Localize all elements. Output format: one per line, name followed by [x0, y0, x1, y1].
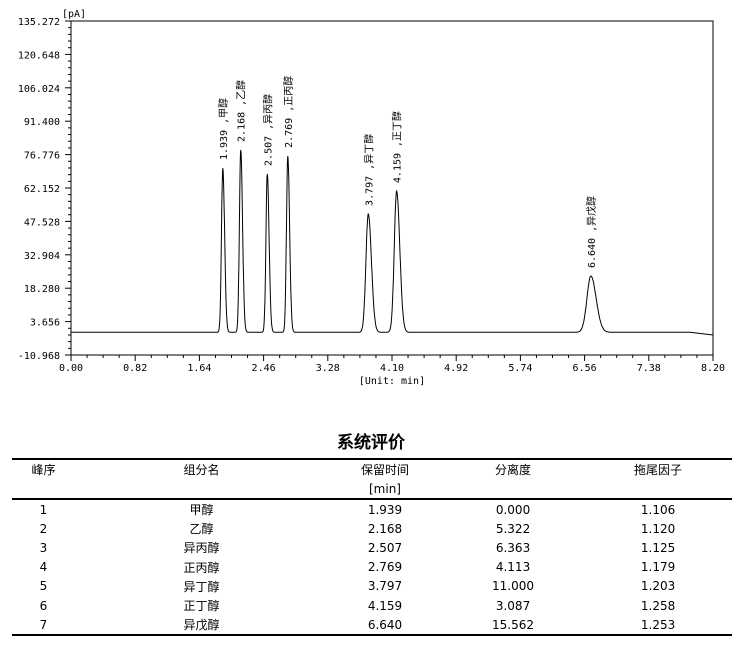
- peak-label: 6.640 ,异戊醇: [585, 196, 598, 268]
- table-cell: 11.000: [492, 579, 535, 594]
- header-unit: [min]: [328, 479, 442, 500]
- table-cell: 1.106: [640, 502, 676, 517]
- x-tick-label: 1.64: [187, 363, 211, 374]
- table-cell: 15.562: [441, 615, 585, 637]
- x-tick-label: 4.92: [444, 363, 468, 374]
- y-tick-label: 3.656: [30, 318, 60, 329]
- x-tick-label: 0.82: [123, 363, 147, 374]
- x-tick-label: 6.56: [573, 363, 597, 374]
- table-row: 6 正丁醇 4.159 3.087 1.258: [12, 596, 732, 615]
- table-cell: 1.258: [640, 598, 676, 613]
- table-cell: 7: [12, 615, 75, 637]
- chromatogram-chart: 135.272 120.648 106.024 91.400 76.776 62.152 4…: [18, 9, 725, 387]
- table-cell: 2.507: [367, 540, 403, 555]
- table-cell: 3: [39, 540, 48, 555]
- table-row: 4 正丙醇 2.769 4.113 1.179: [12, 558, 732, 577]
- header-retention-time: 保留时间: [328, 458, 442, 479]
- y-tick-label: 120.648: [18, 50, 60, 61]
- table-cell: 异丁醇: [183, 579, 220, 594]
- peak-label: 1.939 ,甲醇: [217, 98, 230, 160]
- y-tick-label: 62.152: [24, 184, 60, 195]
- x-axis-label: [Unit: min]: [359, 376, 425, 387]
- x-tick-label: 8.20: [701, 363, 725, 374]
- table-cell: 异戊醇: [74, 615, 329, 637]
- x-tick-label: 5.74: [508, 363, 532, 374]
- table-cell: 6.363: [495, 540, 531, 555]
- table-cell: 4.159: [367, 598, 403, 613]
- header-peak-no: 峰序: [12, 458, 75, 479]
- table-cell: 6: [39, 598, 48, 613]
- x-tick-label: 3.28: [316, 363, 340, 374]
- table-cell: 0.000: [495, 502, 531, 517]
- table-cell: 1.179: [640, 560, 676, 575]
- table-cell: 3.087: [495, 598, 531, 613]
- peak-label: 2.769 ,正丙醇: [282, 76, 295, 148]
- header-resolution: 分离度: [441, 458, 585, 479]
- table-row: 2 乙醇 2.168 5.322 1.120: [12, 519, 732, 538]
- table-cell: 2.769: [367, 560, 403, 575]
- table-row: 5 异丁醇 3.797 11.000 1.203: [12, 577, 732, 596]
- table-cell: 2: [39, 521, 48, 536]
- x-tick-label: 2.46: [252, 363, 276, 374]
- table-cell: 1.939: [367, 502, 403, 517]
- table-cell: 正丙醇: [183, 560, 220, 575]
- header-component: 组分名: [74, 458, 329, 479]
- peak-label: 2.507 ,异丙醇: [261, 94, 274, 166]
- table-title: 系统评价: [337, 433, 405, 453]
- system-evaluation-table: 峰序 组分名 保留时间 分离度 拖尾因子 [min] 1 甲醇 1.939 0.000…: [12, 458, 732, 637]
- table-cell: 1.120: [640, 521, 676, 536]
- table-cell: 异丙醇: [183, 541, 220, 556]
- peak-label: 2.168 ,乙醇: [235, 80, 248, 142]
- y-axis-unit: [pA]: [62, 9, 86, 20]
- header-tailing: 拖尾因子: [584, 458, 732, 479]
- table-cell: 1: [39, 502, 48, 517]
- peak-label: 3.797 ,异丁醇: [362, 134, 375, 206]
- table-cell: 4.113: [495, 560, 531, 575]
- table-cell: 1.253: [584, 615, 732, 637]
- x-tick-label: 4.10: [380, 363, 404, 374]
- table-cell: 5: [39, 579, 48, 594]
- table-row: 1 甲醇 1.939 0.000 1.106: [12, 499, 732, 519]
- table-cell: 3.797: [367, 579, 403, 594]
- x-tick-label: 7.38: [637, 363, 661, 374]
- y-tick-label: 106.024: [18, 84, 60, 95]
- y-tick-label: 18.280: [24, 284, 60, 295]
- x-tick-label: 0.00: [59, 363, 83, 374]
- peak-label: 4.159 ,正丁醇: [391, 111, 404, 183]
- table-cell: 4: [39, 560, 48, 575]
- y-tick-label: 91.400: [24, 117, 60, 128]
- y-tick-label: 32.904: [24, 251, 60, 262]
- chromatogram-trace: [71, 149, 714, 336]
- y-tick-label: 76.776: [24, 151, 60, 162]
- table-cell: 5.322: [495, 521, 531, 536]
- table-cell: 甲醇: [189, 503, 214, 518]
- table-cell: 乙醇: [189, 522, 214, 537]
- y-tick-label: 135.272: [18, 17, 60, 28]
- table-cell: 1.203: [640, 579, 676, 594]
- table-row: 3 异丙醇 2.507 6.363 1.125: [12, 538, 732, 557]
- table-cell: 正丁醇: [183, 599, 220, 614]
- table-cell: 6.640: [328, 615, 442, 637]
- table-row: 7 异戊醇 6.640 15.562 1.253: [12, 615, 732, 637]
- table-cell: 1.125: [640, 540, 676, 555]
- y-tick-label: 47.528: [24, 217, 60, 228]
- y-tick-label: -10.968: [18, 351, 60, 362]
- table-cell: 2.168: [367, 521, 403, 536]
